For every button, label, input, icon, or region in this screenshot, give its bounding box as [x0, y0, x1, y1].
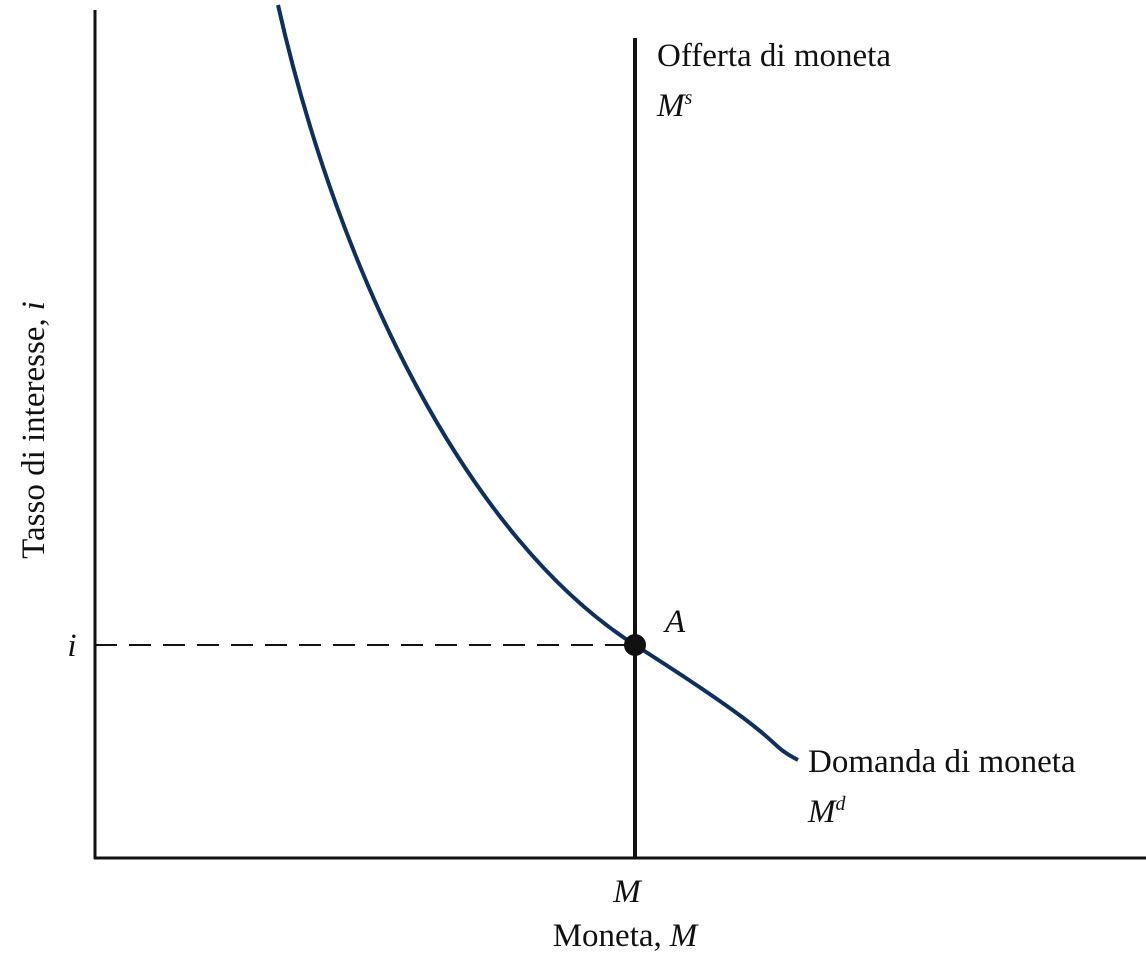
demand-curve: [276, 4, 799, 762]
x-axis-label: Moneta, M: [553, 918, 699, 954]
y-axis-label: Tasso di interesse, i: [16, 301, 52, 559]
point-label: A: [663, 604, 686, 640]
superscript: s: [685, 87, 693, 109]
demand-symbol: Md: [807, 793, 847, 830]
label-symbol: i: [16, 301, 52, 310]
demand-label: Domanda di moneta: [808, 744, 1076, 780]
label-text: Tasso di interesse,: [16, 318, 52, 559]
y-tick-label: i: [67, 628, 76, 664]
supply-symbol: Ms: [656, 87, 693, 124]
supply-label: Offerta di moneta: [657, 38, 891, 74]
label-symbol: M: [669, 918, 699, 954]
symbol: M: [656, 88, 686, 124]
label-text: Moneta,: [553, 918, 662, 954]
equilibrium-point: [624, 634, 646, 656]
symbol: M: [807, 794, 837, 830]
x-tick-label: M: [612, 874, 642, 910]
superscript: d: [836, 793, 847, 815]
